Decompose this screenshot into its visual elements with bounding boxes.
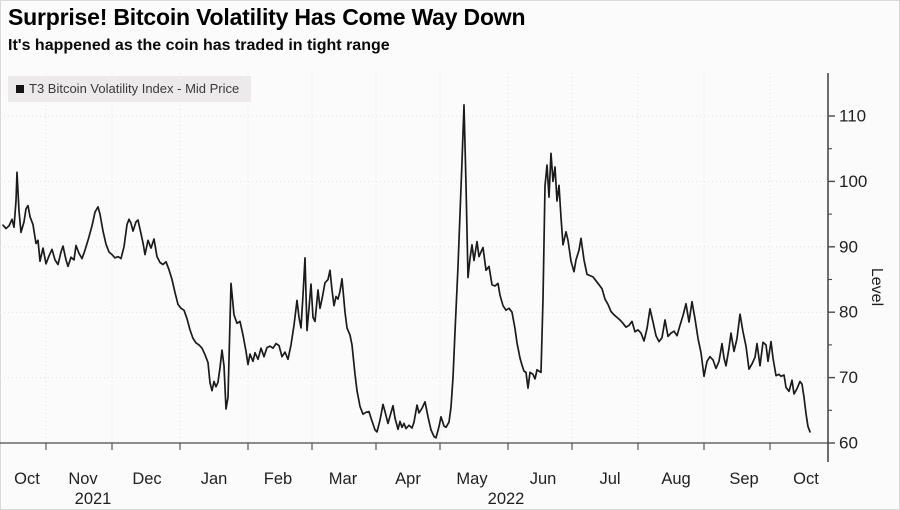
x-month-label: Oct [793, 470, 819, 488]
y-tick-label: 100 [839, 172, 867, 191]
page-subtitle: It's happened as the coin has traded in … [8, 37, 390, 54]
y-tick-label: 70 [839, 368, 858, 387]
x-year-label: 2021 [75, 490, 112, 508]
page-title: Surprise! Bitcoin Volatility Has Come Wa… [8, 4, 526, 30]
x-year-label: 2022 [488, 490, 525, 508]
x-month-label: Oct [14, 470, 40, 488]
x-month-label: Jul [599, 470, 620, 488]
x-month-label: Nov [68, 470, 98, 488]
y-tick-label: 80 [839, 303, 858, 322]
x-month-label: Dec [132, 470, 161, 488]
x-month-label: Mar [329, 470, 358, 488]
y-axis-title: Level [868, 268, 885, 306]
x-month-label: Aug [661, 470, 690, 488]
x-month-label: Feb [264, 470, 292, 488]
x-month-label: Jun [530, 470, 557, 488]
x-month-label: Jan [201, 470, 228, 488]
legend: T3 Bitcoin Volatility Index - Mid Price [8, 76, 252, 102]
legend-swatch-icon [16, 84, 24, 93]
x-month-label: May [456, 470, 488, 488]
y-tick-label: 90 [839, 237, 858, 256]
legend-label: T3 Bitcoin Volatility Index - Mid Price [29, 81, 240, 96]
y-tick-label: 110 [839, 107, 866, 126]
x-month-label: Apr [395, 470, 421, 488]
y-tick-label: 60 [839, 434, 858, 453]
volatility-line [2, 104, 811, 439]
x-month-label: Sep [729, 470, 758, 488]
